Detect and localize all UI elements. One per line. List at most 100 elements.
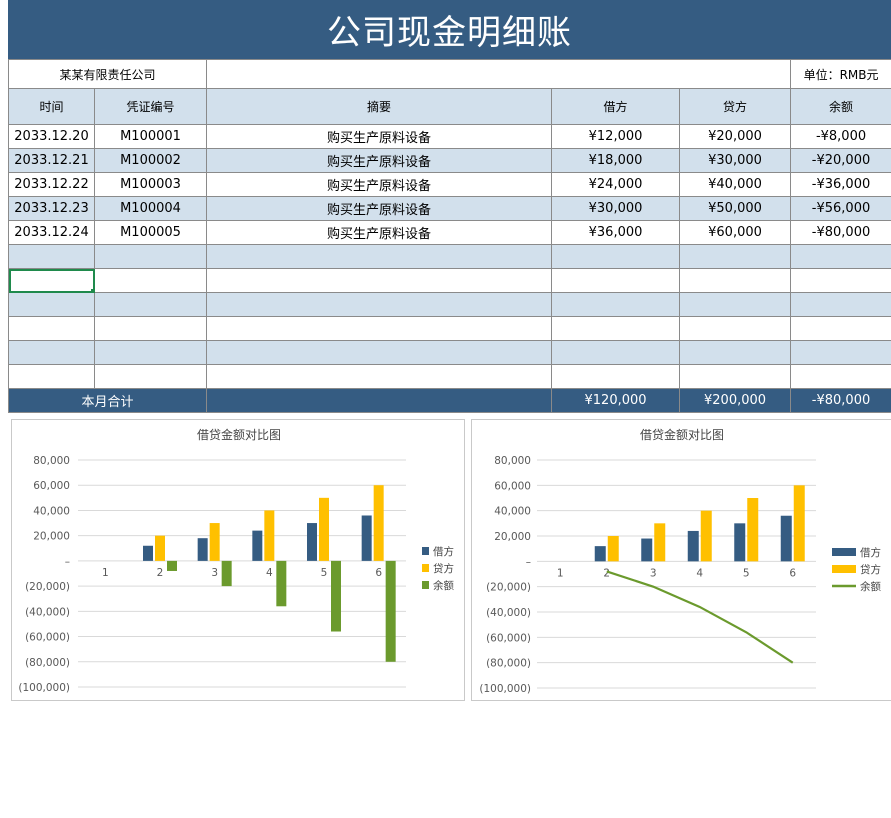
date-cell[interactable]: 2033.12.22 [8, 172, 95, 197]
bar-credit[interactable] [747, 498, 759, 562]
date-cell[interactable]: 2033.12.24 [8, 220, 95, 245]
bar-debit[interactable] [252, 530, 263, 561]
header-cell-time[interactable]: 时间 [8, 88, 95, 125]
bar-balance[interactable] [167, 560, 177, 571]
bar-debit[interactable] [143, 545, 153, 561]
empty-cell[interactable] [8, 244, 95, 269]
debit-cell[interactable]: ¥12,000 [551, 124, 681, 149]
header-cell-summary[interactable]: 摘要 [206, 88, 553, 125]
header-cell-voucher[interactable]: 凭证编号 [93, 88, 208, 125]
empty-cell[interactable] [790, 268, 891, 293]
combo-chart[interactable]: 借贷金额对比图 80,000 60,000 40,000 20,000 – (20,000)… [471, 419, 891, 701]
credit-cell[interactable]: ¥30,000 [679, 148, 792, 173]
blank-info-cell[interactable] [206, 59, 792, 89]
bar-balance[interactable] [385, 560, 396, 662]
debit-cell[interactable]: ¥24,000 [551, 172, 681, 197]
empty-cell[interactable] [93, 316, 208, 341]
date-cell[interactable]: 2033.12.21 [8, 148, 95, 173]
empty-cell[interactable] [206, 388, 553, 413]
credit-cell[interactable]: ¥60,000 [679, 220, 792, 245]
bar-debit[interactable] [197, 538, 208, 561]
date-cell[interactable]: 2033.12.23 [8, 196, 95, 221]
empty-cell[interactable] [551, 364, 681, 389]
credit-cell[interactable]: ¥20,000 [679, 124, 792, 149]
empty-cell[interactable] [679, 268, 792, 293]
balance-cell[interactable]: -¥36,000 [790, 172, 891, 197]
bar-debit[interactable] [361, 515, 372, 561]
bar-credit[interactable] [264, 510, 275, 561]
empty-cell[interactable] [206, 292, 553, 317]
summary-cell[interactable]: 购买生产原料设备 [206, 124, 553, 149]
total-balance-cell[interactable]: -¥80,000 [790, 388, 891, 413]
total-credit-cell[interactable]: ¥200,000 [679, 388, 792, 413]
empty-cell[interactable] [206, 316, 553, 341]
voucher-cell[interactable]: M100005 [93, 220, 208, 245]
voucher-cell[interactable]: M100004 [93, 196, 208, 221]
empty-cell[interactable] [8, 340, 95, 365]
debit-cell[interactable]: ¥36,000 [551, 220, 681, 245]
empty-cell[interactable] [679, 364, 792, 389]
empty-cell[interactable] [93, 292, 208, 317]
bar-debit[interactable] [594, 546, 606, 562]
bar-balance[interactable] [331, 560, 341, 632]
summary-cell[interactable]: 购买生产原料设备 [206, 172, 553, 197]
empty-cell[interactable] [206, 340, 553, 365]
total-label-cell[interactable]: 本月合计 [7, 388, 208, 413]
empty-cell[interactable] [679, 340, 792, 365]
bar-balance[interactable] [221, 560, 232, 587]
summary-cell[interactable]: 购买生产原料设备 [206, 196, 553, 221]
empty-cell[interactable] [790, 316, 891, 341]
empty-cell[interactable] [93, 244, 208, 269]
credit-cell[interactable]: ¥50,000 [679, 196, 792, 221]
empty-cell[interactable] [8, 316, 95, 341]
balance-cell[interactable]: -¥20,000 [790, 148, 891, 173]
bar-balance[interactable] [276, 560, 287, 607]
empty-cell[interactable] [551, 268, 681, 293]
empty-cell[interactable] [679, 292, 792, 317]
bar-chart[interactable]: 借贷金额对比图 80,000 60,000 40,000 20,000 – (20,000)… [11, 419, 465, 701]
summary-cell[interactable]: 购买生产原料设备 [206, 220, 553, 245]
empty-cell[interactable] [790, 292, 891, 317]
empty-cell[interactable] [790, 364, 891, 389]
empty-cell[interactable] [790, 340, 891, 365]
empty-cell[interactable] [551, 292, 681, 317]
voucher-cell[interactable]: M100001 [93, 124, 208, 149]
date-cell[interactable]: 2033.12.20 [8, 124, 95, 149]
empty-cell[interactable] [8, 292, 95, 317]
bar-credit[interactable] [793, 485, 805, 562]
balance-cell[interactable]: -¥80,000 [790, 220, 891, 245]
credit-cell[interactable]: ¥40,000 [679, 172, 792, 197]
balance-cell[interactable]: -¥8,000 [790, 124, 891, 149]
voucher-cell[interactable]: M100002 [93, 148, 208, 173]
total-debit-cell[interactable]: ¥120,000 [551, 388, 681, 413]
bar-debit[interactable] [641, 538, 653, 562]
bar-credit[interactable] [155, 535, 165, 561]
bar-debit[interactable] [687, 530, 699, 562]
empty-cell[interactable] [206, 244, 553, 269]
empty-cell[interactable] [551, 244, 681, 269]
empty-cell[interactable] [206, 268, 553, 293]
bar-credit[interactable] [209, 523, 220, 561]
empty-cell[interactable] [551, 316, 681, 341]
empty-cell[interactable] [93, 364, 208, 389]
line-balance[interactable] [606, 570, 794, 664]
summary-cell[interactable]: 购买生产原料设备 [206, 148, 553, 173]
empty-cell[interactable] [790, 244, 891, 269]
balance-cell[interactable]: -¥56,000 [790, 196, 891, 221]
debit-cell[interactable]: ¥30,000 [551, 196, 681, 221]
voucher-cell[interactable]: M100003 [93, 172, 208, 197]
empty-cell[interactable] [679, 244, 792, 269]
empty-cell[interactable] [8, 364, 95, 389]
bar-debit[interactable] [780, 515, 792, 562]
bar-debit[interactable] [307, 523, 317, 561]
bar-credit[interactable] [700, 510, 712, 562]
header-cell-credit[interactable]: 贷方 [679, 88, 792, 125]
bar-debit[interactable] [734, 523, 746, 562]
header-cell-debit[interactable]: 借方 [551, 88, 681, 125]
selected-cell[interactable] [8, 268, 95, 293]
unit-cell[interactable]: 单位：RMB元 [790, 59, 891, 89]
empty-cell[interactable] [93, 340, 208, 365]
empty-cell[interactable] [93, 268, 208, 293]
empty-cell[interactable] [206, 364, 553, 389]
header-cell-balance[interactable]: 余额 [790, 88, 891, 125]
